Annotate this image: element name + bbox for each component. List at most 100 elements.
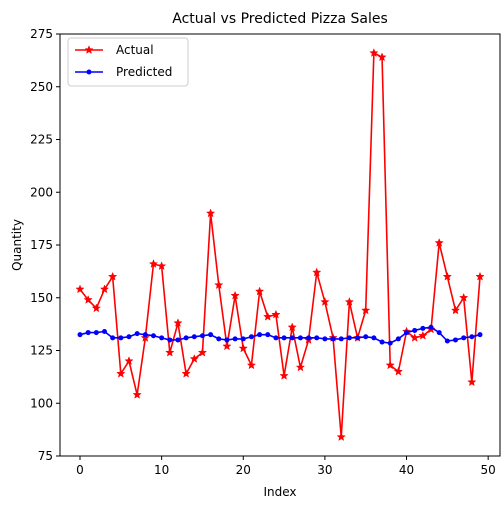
series-predicted-point [232, 336, 238, 342]
chart-title: Actual vs Predicted Pizza Sales [172, 11, 388, 27]
series-predicted-point [85, 330, 91, 336]
series-predicted-point [208, 332, 214, 338]
series-actual-point [442, 271, 452, 281]
series-actual-point [75, 284, 85, 294]
series-actual-point [83, 294, 93, 304]
series-actual-point [295, 362, 306, 372]
series-actual-point [344, 297, 355, 306]
x-tick-label: 0 [76, 463, 84, 477]
series-actual-point [287, 322, 297, 332]
series-predicted-point [248, 334, 254, 340]
series-predicted-point [224, 337, 230, 343]
series-predicted-point [175, 337, 181, 343]
series-predicted-point [240, 336, 246, 342]
series-predicted-point [159, 335, 165, 341]
series-actual-point [222, 341, 232, 351]
series-actual-point [124, 356, 134, 366]
series-actual-point [165, 347, 175, 357]
series-actual-point [393, 366, 404, 376]
x-tick-label: 50 [481, 463, 496, 477]
y-tick-label: 150 [30, 291, 53, 305]
series-actual-point [148, 259, 159, 268]
y-tick-label: 100 [30, 396, 53, 410]
series-predicted-point [93, 330, 99, 336]
series-actual-point [254, 286, 265, 296]
series-actual-point [475, 271, 485, 281]
y-tick-label: 250 [30, 80, 53, 94]
series-actual-point [246, 360, 257, 370]
series-actual-point [205, 208, 216, 218]
series-actual-point [140, 332, 150, 342]
series-actual-line [79, 52, 481, 438]
series-actual-point [385, 360, 395, 370]
y-tick-label: 125 [30, 344, 53, 358]
series-actual-point [99, 284, 110, 294]
series-predicted-point [216, 336, 222, 342]
series-predicted-point [404, 330, 410, 336]
y-tick-label: 225 [30, 133, 53, 147]
series-predicted-point [273, 335, 279, 341]
series-predicted-point [453, 337, 459, 343]
series-actual-point [279, 370, 289, 380]
x-tick-label: 40 [399, 463, 414, 477]
legend-actual-star [84, 45, 94, 54]
y-axis-label: Quantity [10, 219, 24, 271]
series-predicted-point [420, 325, 426, 331]
series-actual-point [173, 318, 183, 328]
series-predicted-point [289, 335, 295, 341]
series-actual-point [320, 297, 330, 306]
series-predicted-point [395, 336, 401, 342]
series-predicted-point [167, 337, 173, 343]
series-actual-point [181, 368, 191, 378]
series-predicted-point [444, 338, 450, 344]
series-actual-point [418, 330, 428, 340]
series-predicted-point [77, 332, 83, 338]
series-actual-point [410, 332, 420, 342]
series-actual-point [369, 48, 379, 57]
legend-actual-label: Actual [116, 43, 154, 57]
series-predicted-point [199, 333, 205, 339]
series-predicted-point [461, 335, 467, 341]
x-axis-label: Index [263, 485, 296, 499]
series-actual [75, 48, 485, 441]
x-tick-label: 20 [236, 463, 251, 477]
legend: Actual Predicted [67, 37, 189, 87]
series-actual-point [263, 311, 273, 321]
y-axis: 75 100 125 150 175 200 225 250 275 [30, 27, 60, 463]
series-predicted-point [126, 334, 132, 340]
series-actual-point [189, 354, 199, 363]
series-predicted-point [387, 340, 393, 346]
series-predicted-point [257, 332, 263, 338]
series-predicted-point [379, 339, 385, 345]
y-tick-label: 275 [30, 27, 53, 41]
x-tick-label: 30 [317, 463, 332, 477]
series-layer [75, 48, 485, 441]
series-predicted-point [281, 335, 287, 341]
series-predicted-point [101, 329, 107, 335]
series-predicted-point [191, 334, 197, 340]
series-actual-point [230, 290, 240, 300]
series-predicted-point [297, 335, 303, 341]
legend-actual-marker [84, 45, 94, 54]
series-predicted-point [134, 331, 140, 337]
plot-frame [59, 33, 501, 457]
series-predicted-point [150, 333, 156, 339]
y-tick-label: 75 [38, 449, 53, 463]
series-predicted-point [346, 335, 352, 341]
series-predicted-point [428, 324, 434, 330]
series-actual-point [312, 267, 322, 277]
series-predicted-point [330, 336, 336, 342]
series-predicted-point [477, 332, 483, 338]
x-tick-label: 10 [154, 463, 169, 477]
y-tick-label: 200 [30, 185, 53, 199]
series-predicted-point [183, 335, 189, 341]
series-predicted-point [363, 334, 369, 340]
series-predicted-point [265, 332, 271, 338]
series-predicted-point [322, 336, 328, 342]
series-actual-point [197, 347, 208, 357]
series-predicted-point [110, 335, 116, 341]
series-actual-point [116, 368, 126, 378]
series-actual-point [214, 280, 224, 290]
series-actual-point [91, 303, 101, 313]
